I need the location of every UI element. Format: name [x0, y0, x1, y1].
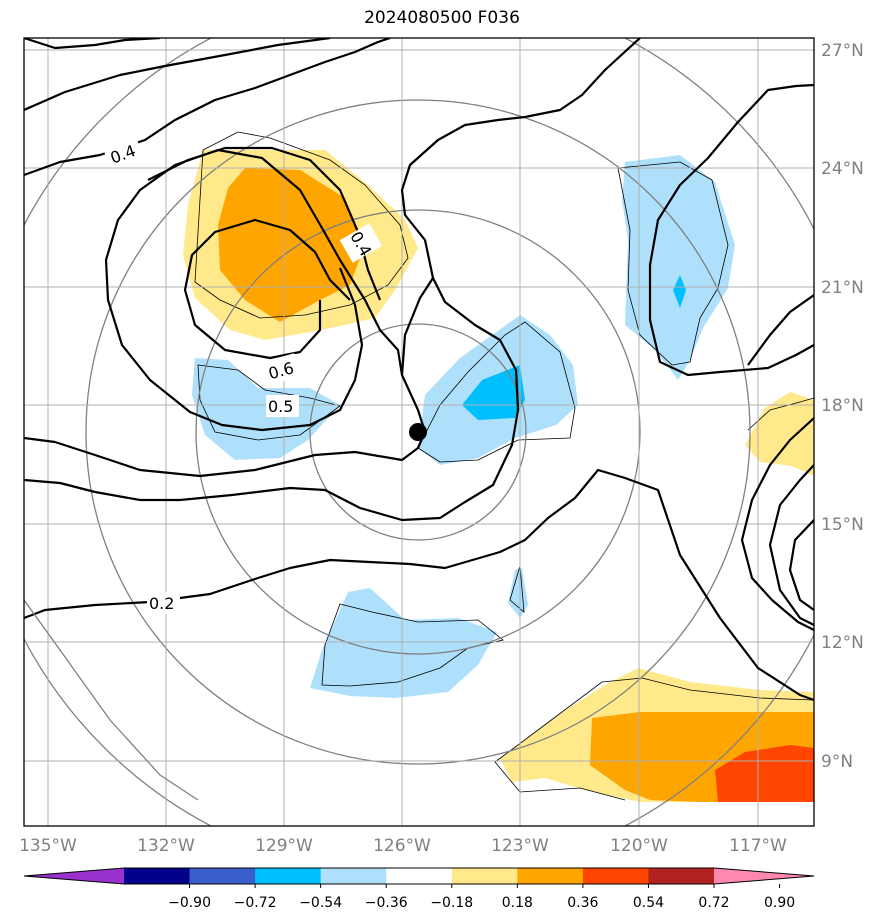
longitude-labels: 135°W 132°W 129°W 126°W 123°W 120°W 117°… — [19, 836, 787, 856]
significance-outlines — [194, 131, 814, 801]
negative-anomaly-ne-core — [673, 275, 686, 308]
colorbar-swatch — [255, 868, 322, 884]
lon-label: 126°W — [373, 836, 431, 856]
black-contours — [24, 38, 814, 702]
lat-label: 24°N — [821, 159, 864, 179]
contour-label-group: 0.4 0.4 0.6 0.5 0.2 — [102, 134, 383, 614]
lon-label: 117°W — [729, 836, 787, 856]
colorbar-tick-label: 0.54 — [633, 895, 664, 911]
colorbar-swatch — [124, 868, 191, 884]
colorbar-swatch — [582, 868, 649, 884]
colorbar-swatch — [189, 868, 256, 884]
plot-frame — [23, 37, 815, 827]
colorbar-tick-label: 0.72 — [698, 895, 729, 911]
colorbar-tick-label: −0.72 — [234, 895, 277, 911]
colorbar-tick-label: −0.18 — [430, 895, 473, 911]
colorbar-tick-label: −0.36 — [365, 895, 408, 911]
colorbar-swatch — [648, 868, 715, 884]
colorbar-swatch — [386, 868, 453, 884]
lat-label: 15°N — [821, 515, 864, 535]
lon-label: 120°W — [610, 836, 668, 856]
colorbar-tick-label: 0.18 — [502, 895, 533, 911]
contour-label: 0.2 — [149, 594, 174, 613]
lat-label: 21°N — [821, 278, 864, 298]
range-rings — [24, 38, 814, 826]
colorbar: −0.90 −0.72 −0.54 −0.36 −0.18 0.18 0.36 0.54 0.7… — [23, 867, 815, 911]
track-line — [24, 599, 199, 801]
storm-center-marker — [409, 423, 427, 441]
colorbar-swatch — [517, 868, 584, 884]
colorbar-outline — [23, 867, 815, 885]
contour-label: 0.5 — [268, 397, 293, 416]
colorbar-swatch — [320, 868, 387, 884]
lon-label: 129°W — [255, 836, 313, 856]
positive-anomaly-east — [745, 392, 814, 476]
negative-anomaly-south — [310, 588, 497, 698]
colorbar-tick-label: 0.36 — [567, 895, 598, 911]
latitude-labels: 27°N 24°N 21°N 18°N 15°N 12°N 9°N — [821, 41, 864, 772]
map-title: 2024080500 F036 — [364, 8, 520, 28]
grid-lines — [24, 38, 814, 826]
lat-label: 12°N — [821, 633, 864, 653]
positive-anomaly-nw-core — [218, 168, 365, 322]
lat-label: 18°N — [821, 396, 864, 416]
lon-label: 135°W — [19, 836, 77, 856]
colorbar-tick-label: 0.90 — [764, 895, 795, 911]
colorbar-tick-label: −0.54 — [299, 895, 342, 911]
positive-anomaly-se-peak — [715, 745, 814, 802]
colorbar-extend-high — [714, 868, 814, 884]
lon-label: 123°W — [491, 836, 549, 856]
colorbar-tick-label: −0.90 — [168, 895, 211, 911]
negative-anomaly-south-small — [508, 568, 528, 618]
negative-anomaly-central-core — [462, 365, 525, 420]
lon-label: 132°W — [137, 836, 195, 856]
lat-label: 9°N — [821, 752, 853, 772]
lat-label: 27°N — [821, 41, 864, 61]
colorbar-swatch — [451, 868, 518, 884]
colorbar-extend-low — [24, 868, 124, 884]
